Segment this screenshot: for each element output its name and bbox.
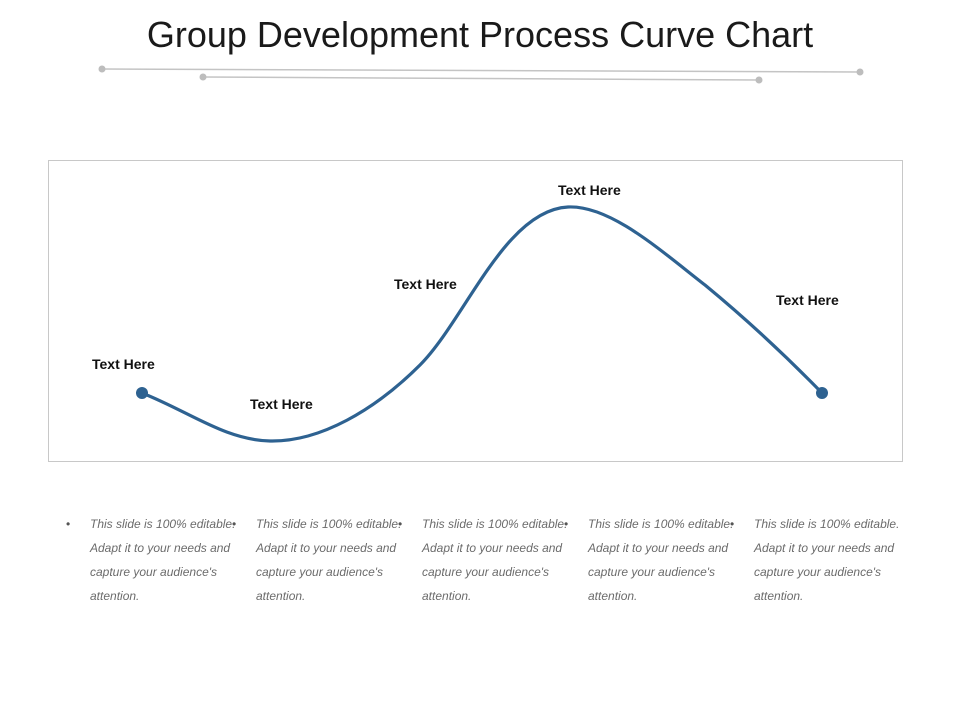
- curve-end-point: [816, 387, 828, 399]
- curve-frame: [48, 160, 903, 462]
- decor-line-top: [101, 68, 861, 73]
- note-column-5: • This slide is 100% editable. Adapt it …: [730, 512, 904, 608]
- note-text: This slide is 100% editable. Adapt it to…: [90, 517, 236, 603]
- note-text: This slide is 100% editable. Adapt it to…: [588, 517, 734, 603]
- note-text: This slide is 100% editable. Adapt it to…: [754, 517, 900, 603]
- note-text: This slide is 100% editable. Adapt it to…: [256, 517, 402, 603]
- curve-label-2: Text Here: [250, 396, 313, 412]
- bullet-icon: •: [398, 517, 403, 531]
- slide-title: Group Development Process Curve Chart: [146, 14, 814, 55]
- curve-label-5: Text Here: [776, 292, 839, 308]
- title-decoration: [98, 65, 864, 84]
- decor-dot: [199, 73, 207, 81]
- decor-line-bottom: [202, 76, 760, 81]
- decor-dot: [98, 65, 106, 73]
- decor-dot: [755, 76, 763, 84]
- bullet-icon: •: [564, 517, 569, 531]
- curve-label-1: Text Here: [92, 356, 155, 372]
- note-column-2: • This slide is 100% editable. Adapt it …: [232, 512, 406, 608]
- decor-dot: [856, 68, 864, 76]
- note-text: This slide is 100% editable. Adapt it to…: [422, 517, 568, 603]
- bullet-icon: •: [730, 517, 735, 531]
- curve-start-point: [136, 387, 148, 399]
- curve-label-3: Text Here: [394, 276, 457, 292]
- process-curve: [140, 205, 824, 443]
- bullet-icon: •: [66, 517, 71, 531]
- note-column-1: • This slide is 100% editable. Adapt it …: [66, 512, 240, 608]
- note-column-3: • This slide is 100% editable. Adapt it …: [398, 512, 572, 608]
- curve-label-4: Text Here: [558, 182, 621, 198]
- bullet-icon: •: [232, 517, 237, 531]
- note-column-4: • This slide is 100% editable. Adapt it …: [564, 512, 738, 608]
